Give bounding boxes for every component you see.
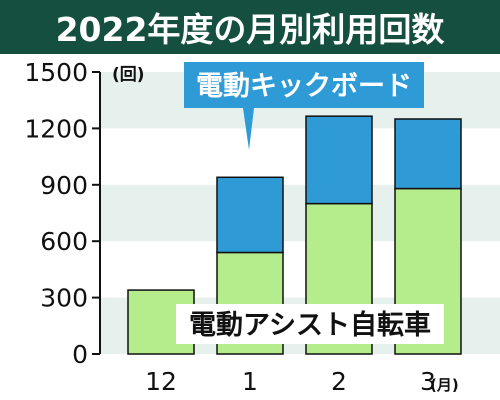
x-tick-label-3: 3 [420, 367, 436, 396]
x-tick-label-12: 12 [145, 367, 177, 396]
legend-scooter-box [184, 62, 424, 108]
y-tick-label: 900 [40, 171, 88, 200]
x-tick-label-1: 1 [242, 367, 258, 396]
x-axis-ticks: 12 1 2 3 [145, 367, 436, 396]
y-axis: 0 300 600 900 1200 1500 [24, 58, 101, 369]
legend-bicycle-label: 電動アシスト自転車 [189, 309, 431, 341]
y-tick-label: 600 [40, 227, 88, 256]
legend-scooter-label: 電動キックボード [196, 71, 412, 102]
bar-scooter-2 [305, 115, 373, 205]
legend-bicycle: 電動アシスト自転車 [176, 304, 444, 344]
chart-title: 2022年度の月別利用回数 [55, 10, 445, 49]
legend-scooter-pointer [243, 108, 254, 150]
x-tick-label-2: 2 [331, 367, 347, 396]
y-axis-unit: (回) [112, 65, 145, 85]
legend-bicycle-box [176, 304, 444, 344]
x-axis-unit: (月) [430, 376, 459, 394]
legend-scooter: 電動キックボード [184, 62, 424, 150]
y-tick-label: 1500 [24, 58, 88, 87]
y-tick-label: 0 [72, 340, 88, 369]
y-tick-label: 1200 [24, 114, 88, 143]
y-tick-label: 300 [40, 284, 88, 313]
bar-scooter-3 [394, 118, 462, 190]
chart-title-bar: 2022年度の月別利用回数 [0, 0, 500, 54]
bar-scooter-1 [216, 176, 284, 254]
